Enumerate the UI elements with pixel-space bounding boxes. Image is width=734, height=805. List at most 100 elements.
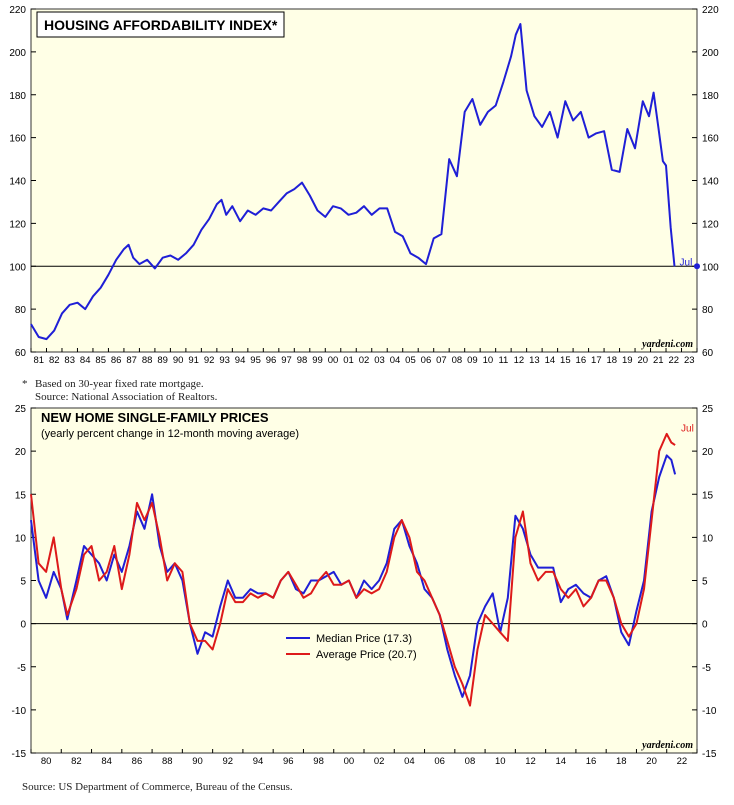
x-tick-label: 17	[591, 355, 602, 366]
x-tick-label: 98	[297, 355, 308, 366]
y-tick-label-right: -15	[702, 749, 717, 760]
x-tick-label: 14	[555, 756, 566, 767]
y-tick-label-right: 25	[702, 404, 714, 415]
y-tick-label-left: 140	[9, 177, 26, 188]
affordability-series-line	[30, 23, 676, 341]
y-tick-label-left: 15	[15, 490, 27, 501]
y-tick-label-left: 160	[9, 134, 26, 145]
x-tick-label: 14	[545, 355, 556, 366]
legend-label-median: Median Price (17.3)	[316, 633, 412, 645]
legend-label-average: Average Price (20.7)	[316, 649, 417, 661]
x-tick-label: 81	[33, 355, 44, 366]
y-tick-label-right: 80	[702, 305, 714, 316]
affordability-y-ticks-left: 60 80 100 120 140 160 180 200 220	[9, 5, 36, 359]
x-tick-label: 20	[646, 756, 657, 767]
x-tick-label: 82	[71, 756, 82, 767]
x-tick-label: 06	[421, 355, 432, 366]
y-tick-label-right: 120	[702, 219, 719, 230]
x-tick-label: 04	[404, 756, 415, 767]
x-tick-label: 86	[132, 756, 143, 767]
x-tick-label: 12	[525, 756, 536, 767]
x-tick-label: 10	[483, 355, 494, 366]
y-tick-label-right: 100	[702, 262, 719, 273]
x-tick-label: 18	[616, 756, 627, 767]
x-tick-label: 83	[64, 355, 75, 366]
x-tick-label: 94	[253, 756, 264, 767]
x-tick-label: 89	[157, 355, 168, 366]
x-tick-label: 04	[390, 355, 401, 366]
x-tick-label: 22	[677, 756, 688, 767]
affordability-end-marker	[694, 263, 700, 270]
x-tick-label: 92	[222, 756, 233, 767]
affordability-right-axis-marker	[694, 263, 700, 270]
average-price-line	[30, 432, 676, 707]
x-tick-label: 99	[312, 355, 323, 366]
x-tick-label: 22	[668, 355, 679, 366]
x-tick-label: 85	[95, 355, 106, 366]
prices-source: Source: US Department of Commerce, Burea…	[22, 781, 293, 794]
affordability-plot-area	[30, 8, 698, 353]
y-tick-label-right: 15	[702, 490, 714, 501]
x-tick-label: 98	[313, 756, 324, 767]
x-tick-label: 80	[41, 756, 52, 767]
y-tick-label-right: 10	[702, 533, 714, 544]
affordability-title: HOUSING AFFORDABILITY INDEX*	[44, 17, 278, 33]
x-tick-label: 18	[607, 355, 618, 366]
x-tick-label: 87	[126, 355, 137, 366]
x-tick-label: 11	[498, 355, 508, 366]
prices-y-ticks-left: -15 -10 -5 0 5 10 15 20 25	[12, 404, 36, 760]
y-tick-label-right: 200	[702, 48, 719, 59]
x-tick-label: 95	[250, 355, 261, 366]
x-tick-label: 05	[405, 355, 416, 366]
x-tick-label: 96	[266, 355, 277, 366]
affordability-y-ticks-right: 60 80 100 120 140 160 180 200 220	[692, 5, 719, 359]
prices-watermark: yardeni.com	[641, 740, 693, 751]
affordability-x-ticks: 81 82 83 84 85 86 87 88 89 90 91 92 93 94 95 96 97 98 99 00…	[30, 348, 698, 366]
y-tick-label-left: 60	[15, 348, 27, 359]
x-tick-label: 15	[560, 355, 571, 366]
y-tick-label-left: 100	[9, 262, 26, 273]
x-tick-label: 94	[235, 355, 246, 366]
x-tick-label: 82	[49, 355, 60, 366]
x-tick-label: 93	[219, 355, 230, 366]
x-tick-label: 02	[359, 355, 370, 366]
x-tick-label: 88	[142, 355, 153, 366]
x-tick-label: 08	[452, 355, 463, 366]
y-tick-label-right: 180	[702, 91, 719, 102]
y-tick-label-right: 140	[702, 177, 719, 188]
prices-source-text: Source: US Department of Commerce, Burea…	[22, 781, 293, 793]
x-tick-label: 09	[467, 355, 478, 366]
affordability-end-label: Jul	[680, 257, 693, 268]
y-tick-label-right: 220	[702, 5, 719, 16]
x-tick-label: 13	[529, 355, 540, 366]
x-tick-label: 10	[495, 756, 506, 767]
y-tick-label-right: 20	[702, 447, 714, 458]
affordability-footnote: * Based on 30-year fixed rate mortgage.	[22, 378, 204, 391]
affordability-title-box	[36, 11, 285, 38]
x-tick-label: 00	[328, 355, 339, 366]
x-tick-label: 88	[162, 756, 173, 767]
y-tick-label-left: 25	[15, 404, 27, 415]
y-tick-label-left: 120	[9, 219, 26, 230]
x-tick-label: 96	[283, 756, 294, 767]
y-tick-label-left: 200	[9, 48, 26, 59]
footnote-marker: *	[22, 378, 28, 390]
prices-y-ticks-right: -15 -10 -5 0 5 10 15 20 25	[692, 404, 717, 760]
y-tick-label-left: 10	[15, 533, 27, 544]
y-tick-label-right: -10	[702, 706, 717, 717]
y-tick-label-left: 220	[9, 5, 26, 16]
x-tick-label: 84	[80, 355, 91, 366]
x-tick-label: 23	[684, 355, 695, 366]
x-tick-label: 07	[436, 355, 447, 366]
y-tick-label-right: 0	[702, 620, 708, 631]
prices-subtitle: (yearly percent change in 12-month movin…	[41, 428, 299, 440]
y-tick-label-right: 160	[702, 134, 719, 145]
x-tick-label: 01	[343, 355, 354, 366]
x-tick-label: 92	[204, 355, 215, 366]
prices-end-label: Jul	[681, 423, 694, 434]
x-tick-label: 06	[434, 756, 445, 767]
affordability-source-text: Source: National Association of Realtors…	[35, 391, 218, 403]
x-tick-label: 21	[653, 355, 664, 366]
